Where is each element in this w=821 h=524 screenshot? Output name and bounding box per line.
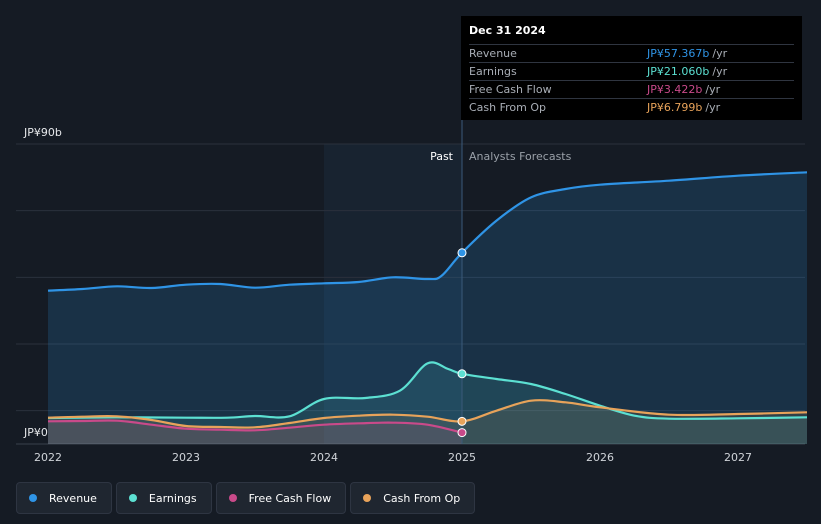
legend-item-earnings[interactable]: Earnings	[115, 482, 212, 514]
tooltip-label: Revenue	[469, 47, 517, 60]
tooltip-label: Free Cash Flow	[469, 83, 552, 96]
legend-dot-icon	[228, 494, 237, 502]
tooltip-label: Cash From Op	[469, 101, 547, 114]
tooltip-value: JP¥6.799b	[647, 101, 703, 114]
legend-dot-icon	[363, 494, 372, 502]
x-tick-label: 2022	[34, 451, 62, 464]
divider-markers	[457, 248, 467, 438]
x-tick-label: 2027	[724, 451, 752, 464]
tooltip-unit: /yr	[712, 47, 728, 60]
tooltip-unit: /yr	[705, 83, 721, 96]
x-tick-label: 2023	[172, 451, 200, 464]
marker-cash-from-op	[457, 416, 467, 426]
tooltip-row-cash-from-op: Cash From Op JP¥6.799b /yr	[469, 98, 794, 116]
tooltip-row-free-cash-flow: Free Cash Flow JP¥3.422b /yr	[469, 80, 794, 98]
legend-label: Earnings	[148, 491, 197, 505]
legend-item-cash-from-op[interactable]: Cash From Op	[350, 482, 476, 514]
chart-legend: Revenue Earnings Free Cash Flow Cash Fro…	[16, 482, 476, 514]
series-fill-revenue	[48, 172, 807, 445]
series-fill-free-cash-flow	[48, 420, 462, 444]
tooltip-unit: /yr	[712, 65, 728, 78]
series-line-free-cash-flow	[47, 419, 463, 434]
series-lines	[47, 171, 808, 434]
legend-dot-icon	[29, 494, 37, 502]
tooltip-value: JP¥3.422b	[647, 83, 703, 96]
marker-earnings	[457, 369, 467, 379]
tooltip-row-earnings: Earnings JP¥21.060b /yr	[469, 62, 794, 80]
series-line-cash-from-op	[47, 399, 808, 429]
x-tick-label: 2025	[448, 451, 476, 464]
tooltip-label: Earnings	[469, 65, 517, 78]
tooltip-date: Dec 31 2024	[469, 24, 546, 37]
past-label: Past	[430, 150, 454, 163]
tooltip-value: JP¥21.060b	[647, 65, 710, 78]
tooltip-row-revenue: Revenue JP¥57.367b /yr	[469, 44, 794, 62]
x-tick-label: 2026	[586, 451, 614, 464]
marker-revenue	[457, 248, 467, 258]
tooltip-value: JP¥57.367b	[647, 47, 710, 60]
data-tooltip: Dec 31 2024 Revenue JP¥57.367b /yr Earni…	[461, 16, 802, 120]
legend-label: Revenue	[49, 491, 97, 505]
x-axis-ticks: 2022 2023 2024 2025 2026 2027	[34, 451, 752, 464]
series-fill-earnings	[48, 362, 807, 444]
legend-label: Cash From Op	[383, 491, 461, 505]
legend-item-free-cash-flow[interactable]: Free Cash Flow	[215, 482, 347, 514]
series-line-revenue	[47, 171, 808, 292]
x-tick-label: 2024	[310, 451, 338, 464]
series-line-earnings	[47, 361, 808, 420]
marker-free-cash-flow	[457, 428, 467, 438]
forecast-label: Analysts Forecasts	[469, 150, 572, 163]
y-axis-min-label: JP¥0	[23, 426, 48, 439]
y-axis-max-label: JP¥90b	[23, 126, 62, 139]
legend-label: Free Cash Flow	[248, 491, 332, 505]
legend-item-revenue[interactable]: Revenue	[16, 482, 112, 514]
tooltip-unit: /yr	[705, 101, 721, 114]
legend-dot-icon	[128, 494, 137, 502]
